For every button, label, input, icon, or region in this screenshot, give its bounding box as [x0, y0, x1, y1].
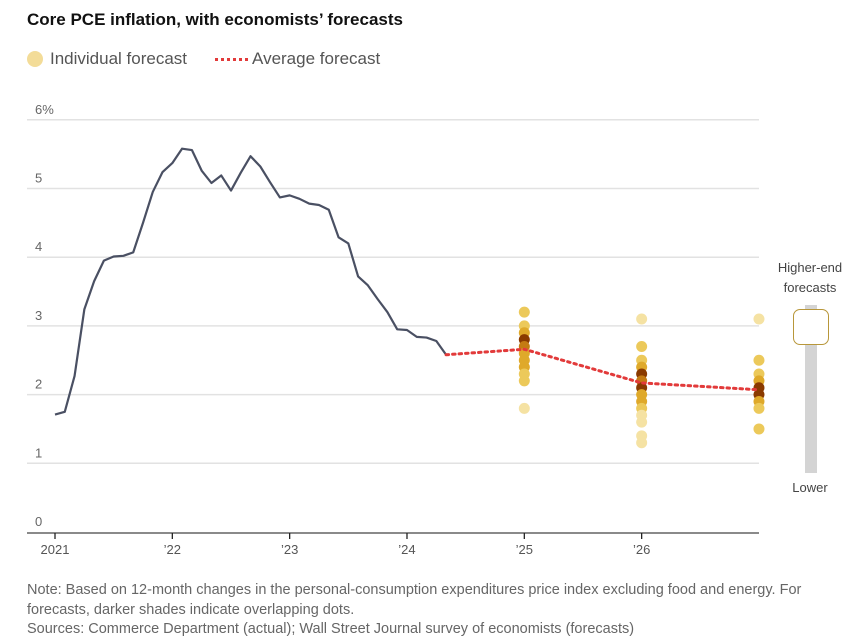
legend-individual-label: Individual forecast: [50, 49, 188, 68]
forecast-dot: [753, 423, 765, 435]
forecast-dot: [753, 313, 765, 325]
average-forecast-swatch-icon: [215, 57, 249, 61]
x-tick-label: ’26: [633, 542, 650, 557]
forecast-dot: [518, 402, 530, 414]
slider-top-label: Higher-end forecasts: [772, 258, 848, 298]
x-tick-label: ’24: [398, 542, 415, 557]
y-tick-label: 2: [35, 377, 42, 392]
x-tick-label: 2021: [41, 542, 70, 557]
y-tick-label: 4: [35, 239, 42, 254]
forecast-dot: [518, 375, 530, 387]
slider-top-label-line2: forecasts: [783, 280, 837, 295]
forecast-dot: [636, 313, 648, 325]
y-tick-label: 6%: [35, 102, 54, 117]
x-tick-label: ’25: [516, 542, 533, 557]
sources: Sources: Commerce Department (actual); W…: [27, 621, 635, 637]
average-forecast-line: [444, 347, 761, 392]
individual-forecast-swatch-icon: [27, 51, 43, 67]
forecast-dot: [636, 341, 648, 353]
slider-top-label-line1: Higher-end: [777, 260, 843, 275]
slider-bottom-label: Lower: [792, 480, 828, 495]
legend-average-label: Average forecast: [252, 49, 381, 68]
actual-series-line: [54, 147, 447, 416]
x-tick-label: ’22: [164, 542, 181, 557]
note-line-1: Note: Based on 12-month changes in the p…: [27, 582, 802, 598]
forecast-dot: [753, 354, 765, 366]
note-line-2: forecasts, darker shades indicate overla…: [27, 601, 355, 618]
y-tick-label: 0: [35, 514, 42, 529]
forecast-filter-slider-handle[interactable]: [793, 309, 829, 345]
x-tick-label: ’23: [281, 542, 298, 557]
forecast-dot: [753, 402, 765, 414]
forecast-dot: [636, 416, 648, 428]
forecast-dot: [518, 306, 530, 318]
forecast-filter-slider-track[interactable]: [805, 305, 817, 473]
y-tick-label: 5: [35, 171, 42, 186]
forecast-dot: [636, 437, 648, 449]
y-tick-label: 1: [35, 445, 42, 460]
y-tick-label: 3: [35, 308, 42, 323]
chart-note: Note: Based on 12-month changes in the p…: [27, 581, 827, 640]
chart-title: Core PCE inflation, with economists’ for…: [27, 10, 403, 29]
legend: Individual forecast Average forecast: [27, 49, 380, 69]
